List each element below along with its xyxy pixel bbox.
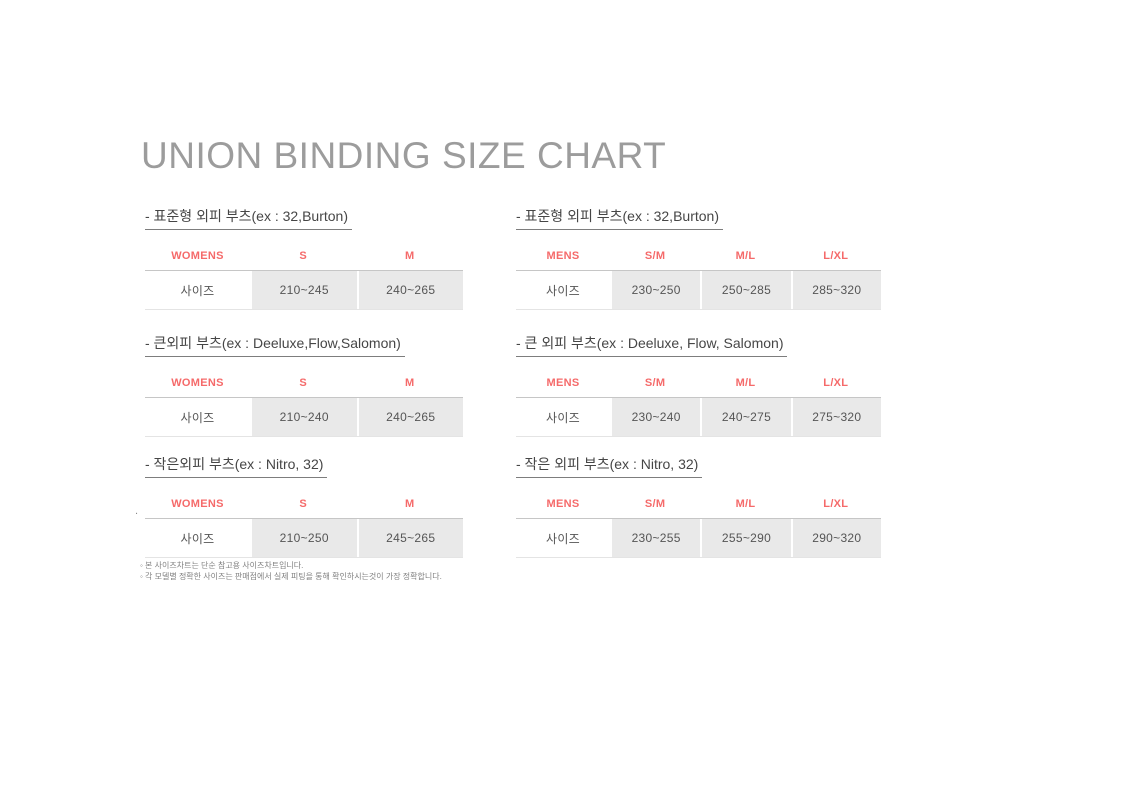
header-size-cell: S [299,376,308,389]
table-header-row: WOMENS S M [145,368,463,397]
size-range-cell: 275~320 [790,398,881,436]
size-range-cell: 210~245 [250,271,357,309]
table-data-row: 사이즈 210~245 240~265 [145,270,463,310]
row-label-cell: 사이즈 [145,519,250,557]
header-size-cell: S/M [644,249,666,262]
section-mens-large: - 큰 외피 부츠(ex : Deeluxe, Flow, Salomon) M… [516,334,881,437]
header-size-cell: L/XL [823,376,849,389]
size-range-cell: 245~265 [356,519,463,557]
header-group-cell: MENS [546,249,580,262]
header-size-cell: L/XL [823,497,849,510]
stray-dot: . [135,505,139,517]
header-group-cell: WOMENS [171,376,224,389]
table-data-row: 사이즈 210~250 245~265 [145,518,463,558]
header-size-cell: M/L [735,376,756,389]
section-heading: - 작은외피 부츠(ex : Nitro, 32) [145,455,328,478]
section-heading: - 큰 외피 부츠(ex : Deeluxe, Flow, Salomon) [516,334,788,357]
size-range-cell: 230~255 [610,519,701,557]
row-label-cell: 사이즈 [145,398,250,436]
size-range-cell: 285~320 [790,271,881,309]
header-size-cell: M [405,497,415,510]
section-mens-small: - 작은 외피 부츠(ex : Nitro, 32) MENS S/M M/L … [516,455,881,558]
header-size-cell: S/M [644,376,666,389]
size-range-cell: 230~250 [610,271,701,309]
size-range-cell: 240~265 [356,398,463,436]
header-size-cell: M/L [735,249,756,262]
section-heading: - 큰외피 부츠(ex : Deeluxe,Flow,Salomon) [145,334,405,357]
table-header-row: MENS S/M M/L L/XL [516,489,881,518]
size-range-cell: 250~285 [700,271,791,309]
table-data-row: 사이즈 210~240 240~265 [145,397,463,437]
size-range-cell: 290~320 [790,519,881,557]
table-data-row: 사이즈 230~240 240~275 275~320 [516,397,881,437]
table-header-row: MENS S/M M/L L/XL [516,368,881,397]
header-size-cell: S/M [644,497,666,510]
section-heading: - 작은 외피 부츠(ex : Nitro, 32) [516,455,703,478]
header-group-cell: WOMENS [171,497,224,510]
section-womens-standard: - 표준형 외피 부츠(ex : 32,Burton) WOMENS S M 사… [145,207,463,310]
header-group-cell: MENS [546,376,580,389]
size-range-cell: 210~240 [250,398,357,436]
header-size-cell: L/XL [823,249,849,262]
section-heading: - 표준형 외피 부츠(ex : 32,Burton) [516,207,723,230]
footnote-line: ◦ 각 모델별 정확한 사이즈는 판매점에서 실제 피팅을 통해 확인하시는것이… [140,572,442,581]
row-label-cell: 사이즈 [516,398,610,436]
row-label-cell: 사이즈 [516,519,610,557]
header-group-cell: WOMENS [171,249,224,262]
size-range-cell: 230~240 [610,398,701,436]
page-title: UNION BINDING SIZE CHART [141,135,667,176]
table-data-row: 사이즈 230~255 255~290 290~320 [516,518,881,558]
size-range-cell: 255~290 [700,519,791,557]
table-header-row: WOMENS S M [145,489,463,518]
header-size-cell: M/L [735,497,756,510]
header-group-cell: MENS [546,497,580,510]
table-header-row: WOMENS S M [145,241,463,270]
section-mens-standard: - 표준형 외피 부츠(ex : 32,Burton) MENS S/M M/L… [516,207,881,310]
footnote-line: ◦ 본 사이즈차트는 단순 참고용 사이즈차트입니다. [140,561,304,570]
size-range-cell: 240~265 [356,271,463,309]
size-range-cell: 240~275 [700,398,791,436]
section-womens-large: - 큰외피 부츠(ex : Deeluxe,Flow,Salomon) WOME… [145,334,463,437]
footnotes: ◦ 본 사이즈차트는 단순 참고용 사이즈차트입니다. ◦ 각 모델별 정확한 … [140,560,442,582]
section-womens-small: - 작은외피 부츠(ex : Nitro, 32) WOMENS S M 사이즈… [145,455,463,558]
header-size-cell: S [299,249,308,262]
table-data-row: 사이즈 230~250 250~285 285~320 [516,270,881,310]
row-label-cell: 사이즈 [516,271,610,309]
section-heading: - 표준형 외피 부츠(ex : 32,Burton) [145,207,352,230]
table-header-row: MENS S/M M/L L/XL [516,241,881,270]
row-label-cell: 사이즈 [145,271,250,309]
size-range-cell: 210~250 [250,519,357,557]
header-size-cell: M [405,376,415,389]
header-size-cell: S [299,497,308,510]
header-size-cell: M [405,249,415,262]
